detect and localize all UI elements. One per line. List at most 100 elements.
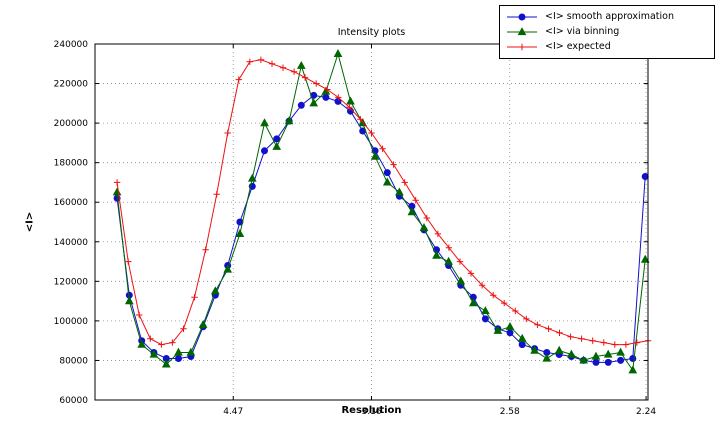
marker-triangle-icon — [591, 351, 601, 360]
marker-triangle-icon — [628, 365, 638, 374]
y-tick-label: 240000 — [54, 40, 89, 50]
marker-plus-icon — [357, 116, 364, 123]
marker-plus-icon — [622, 341, 630, 348]
y-tick-label: 180000 — [54, 159, 89, 169]
y-tick-label: 60000 — [59, 396, 88, 406]
legend-label: <I> expected — [545, 41, 611, 52]
marker-triangle-icon — [112, 187, 122, 196]
marker-triangle-icon — [174, 347, 183, 356]
marker-circle-icon — [518, 341, 526, 349]
legend-sample-expected-icon — [507, 43, 537, 50]
marker-plus-icon — [301, 74, 309, 81]
marker-triangle-icon — [333, 49, 343, 57]
y-tick-label: 160000 — [54, 198, 89, 208]
marker-plus-icon — [224, 129, 231, 137]
marker-plus-icon — [125, 258, 132, 265]
marker-triangle-icon — [567, 349, 576, 358]
marker-plus-icon — [213, 191, 220, 198]
series-line-1 — [116, 52, 646, 372]
marker-plus-icon — [490, 292, 497, 299]
marker-plus-icon — [113, 179, 121, 186]
marker-triangle-icon — [223, 264, 233, 273]
marker-circle-icon — [175, 355, 182, 362]
marker-triangle-icon — [137, 339, 147, 348]
marker-triangle-icon — [517, 26, 527, 35]
marker-triangle-icon — [235, 229, 245, 237]
chart-title: Intensity plots — [337, 27, 406, 38]
marker-triangle-icon — [407, 207, 417, 216]
marker-circle-icon — [383, 169, 391, 177]
x-axis-label: Resolution — [341, 405, 402, 416]
marker-triangle-icon — [493, 325, 503, 334]
marker-plus-icon — [368, 129, 375, 137]
marker-plus-icon — [445, 244, 453, 251]
legend-item-via-binning: <I> via binning — [505, 24, 709, 39]
marker-plus-icon — [180, 325, 187, 332]
marker-triangle-icon — [419, 223, 429, 231]
marker-plus-icon — [518, 43, 526, 50]
marker-circle-icon — [273, 135, 281, 143]
legend: <I> smooth approximation <I> via binning… — [499, 5, 715, 59]
legend-sample-binning-icon — [507, 26, 537, 35]
y-tick-label: 80000 — [59, 356, 88, 366]
marker-circle-icon — [322, 93, 330, 101]
marker-triangle-icon — [542, 353, 552, 362]
legend-item-expected: <I> expected — [505, 39, 709, 54]
marker-triangle-icon — [124, 296, 134, 305]
marker-plus-icon — [567, 333, 574, 340]
marker-triangle-icon — [579, 355, 588, 364]
y-axis-label: <I> — [24, 211, 36, 233]
marker-circle-icon — [481, 315, 489, 323]
marker-triangle-icon — [432, 250, 441, 259]
marker-plus-icon — [202, 246, 209, 253]
marker-circle-icon — [629, 355, 637, 362]
marker-plus-icon — [268, 60, 276, 67]
marker-plus-icon — [246, 58, 253, 65]
marker-plus-icon — [257, 56, 265, 63]
marker-circle-icon — [604, 358, 612, 366]
marker-circle-icon — [592, 358, 600, 366]
marker-plus-icon — [611, 341, 618, 348]
marker-triangle-icon — [468, 298, 478, 307]
x-tick-label: 4.47 — [223, 407, 243, 417]
marker-plus-icon — [379, 145, 386, 152]
x-tick-label: 3.16 — [361, 407, 381, 417]
marker-plus-icon — [290, 68, 298, 75]
marker-plus-icon — [235, 76, 242, 83]
marker-triangle-icon — [161, 359, 171, 368]
marker-circle-icon — [518, 13, 526, 20]
marker-plus-icon — [401, 179, 408, 186]
marker-plus-icon — [279, 64, 287, 71]
marker-triangle-icon — [247, 173, 257, 182]
marker-triangle-icon — [272, 141, 282, 150]
marker-plus-icon — [434, 230, 442, 238]
y-tick-label: 100000 — [54, 317, 89, 327]
marker-triangle-icon — [444, 256, 453, 265]
x-tick-label: 2.24 — [636, 407, 656, 417]
marker-triangle-icon — [616, 347, 625, 356]
marker-plus-icon — [136, 311, 143, 319]
marker-circle-icon — [506, 329, 514, 337]
marker-plus-icon — [512, 307, 519, 315]
marker-plus-icon — [523, 315, 530, 323]
marker-plus-icon — [169, 339, 176, 346]
marker-plus-icon — [324, 86, 331, 93]
marker-triangle-icon — [198, 319, 208, 328]
marker-triangle-icon — [186, 347, 196, 356]
marker-triangle-icon — [517, 333, 527, 342]
marker-plus-icon — [478, 282, 486, 289]
marker-triangle-icon — [260, 118, 269, 127]
marker-plus-icon — [467, 270, 475, 277]
marker-triangle-icon — [210, 286, 220, 295]
x-tick-label: 2.58 — [500, 407, 520, 417]
marker-triangle-icon — [505, 321, 515, 330]
marker-circle-icon — [617, 356, 625, 364]
marker-plus-icon — [390, 161, 397, 168]
marker-plus-icon — [633, 339, 641, 346]
marker-triangle-icon — [149, 349, 159, 358]
plot-frame — [94, 43, 649, 401]
marker-plus-icon — [191, 294, 198, 301]
marker-triangle-icon — [382, 177, 392, 186]
legend-item-smooth-approximation: <I> smooth approximation — [505, 9, 709, 24]
